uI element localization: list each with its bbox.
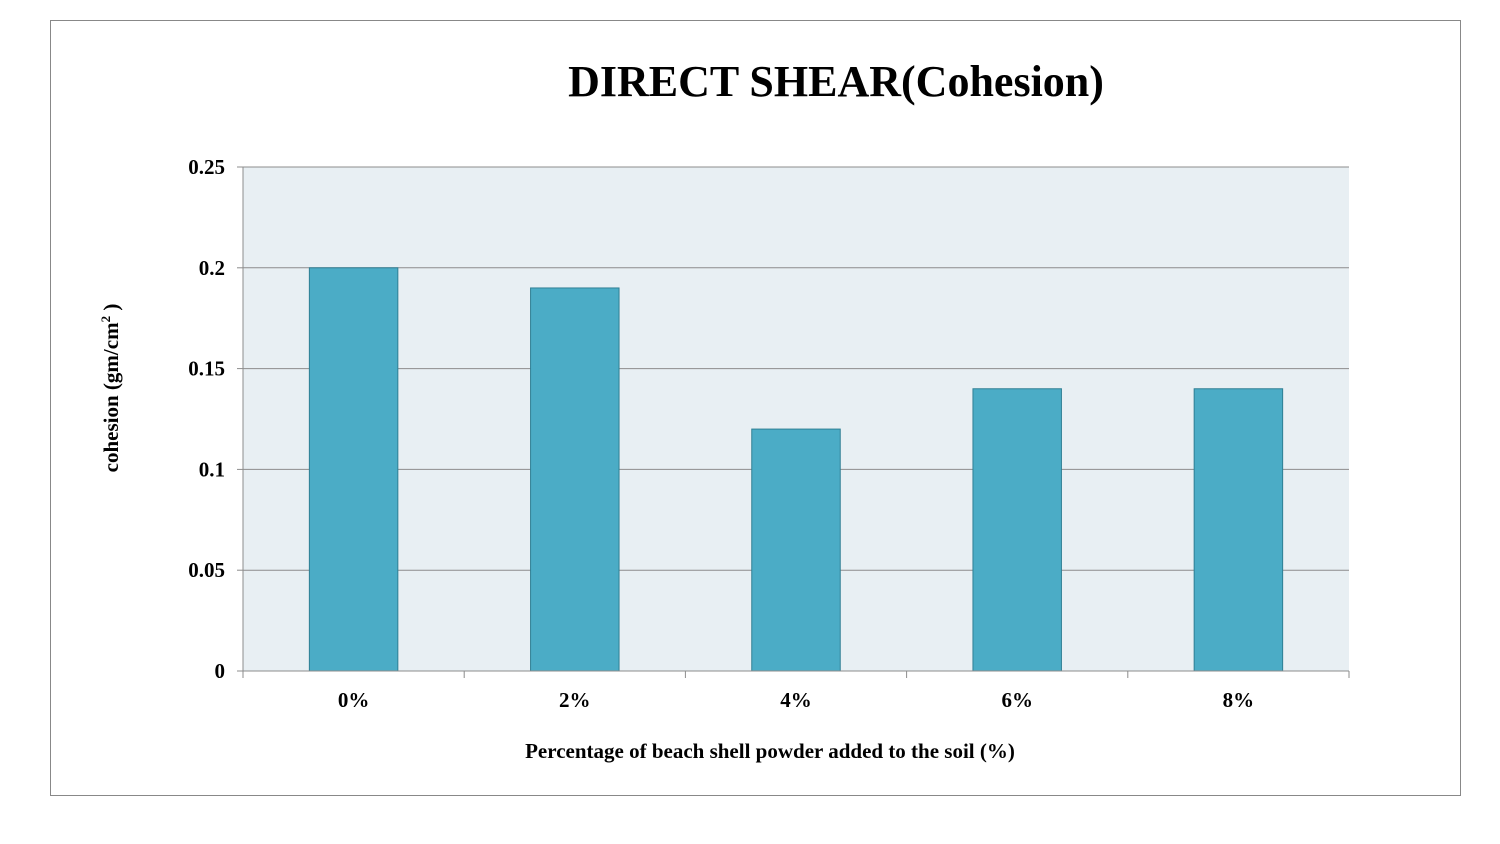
y-axis-label: cohesion (gm/cm2 ) [98,304,123,473]
y-tick-label: 0.1 [199,457,225,481]
y-axis-label-main: cohesion (gm/cm [99,322,123,472]
y-tick-label: 0.15 [188,357,225,381]
y-tick-labels: 0 0.05 0.1 0.15 0.2 0.25 [188,155,225,683]
y-axis-label-superscript: 2 [98,316,113,323]
x-tick-label: 8% [1223,688,1255,712]
x-tick-labels: 0% 2% 4% 6% 8% [338,688,1254,712]
bar-3 [972,388,1062,672]
bar-2 [751,428,841,672]
bars [308,267,1284,672]
chart-title: DIRECT SHEAR(Cohesion) [568,57,1104,106]
y-axis-label-tail: ) [99,304,123,316]
y-tick-label: 0.2 [199,256,225,280]
x-tick-label: 4% [780,688,812,712]
y-tick-label: 0.25 [188,155,225,179]
x-tick-label: 6% [1001,688,1033,712]
y-tick-label: 0.05 [188,558,225,582]
x-tick-label: 0% [338,688,370,712]
x-tick-label: 2% [559,688,591,712]
x-axis-label: Percentage of beach shell powder added t… [525,739,1015,763]
bar-1 [530,287,620,672]
y-tick-label: 0 [215,659,226,683]
axes [237,166,1350,678]
bar-4 [1193,388,1284,672]
bar-0 [308,267,399,672]
